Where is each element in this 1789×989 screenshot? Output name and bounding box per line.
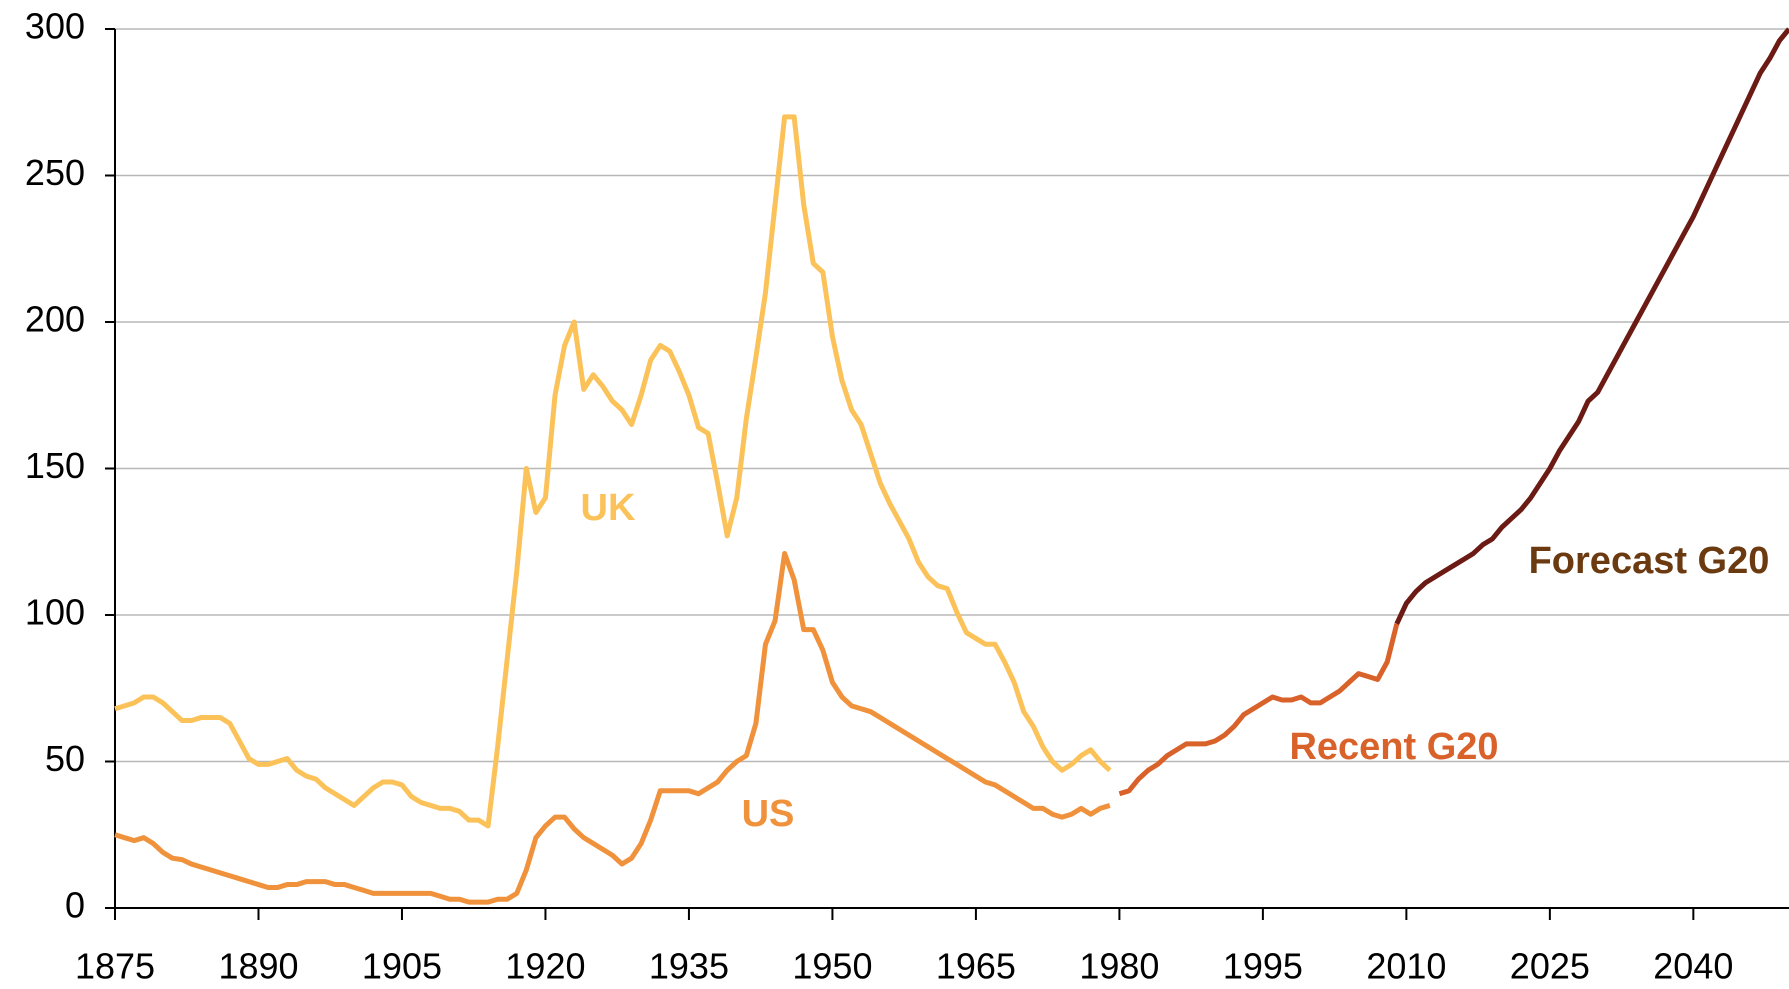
x-tick-label: 1980 [1079, 946, 1159, 987]
y-tick-label: 200 [25, 299, 85, 340]
x-tick-label: 1965 [936, 946, 1016, 987]
y-tick-label: 0 [65, 885, 85, 926]
series-line [1394, 27, 1789, 625]
y-tick-label: 100 [25, 592, 85, 633]
series-label: UK [581, 487, 636, 529]
x-tick-label: 2025 [1510, 946, 1590, 987]
x-tick-label: 2040 [1653, 946, 1733, 987]
x-tick-label: 1950 [792, 946, 872, 987]
x-tick-label: 2010 [1366, 946, 1446, 987]
x-tick-label: 1905 [362, 946, 442, 987]
x-tick-label: 1890 [218, 946, 298, 987]
series-line [1118, 623, 1400, 797]
series-label: Recent G20 [1289, 726, 1498, 768]
series-label: Forecast G20 [1529, 540, 1770, 582]
y-tick-label: 150 [25, 445, 85, 486]
series-line [114, 550, 1111, 905]
x-tick-label: 1875 [75, 946, 155, 987]
series-line [114, 114, 1112, 829]
y-tick-label: 250 [25, 152, 85, 193]
y-tick-label: 50 [45, 738, 85, 779]
x-tick-label: 1935 [649, 946, 729, 987]
series-label: US [742, 793, 795, 835]
x-tick-label: 1920 [505, 946, 585, 987]
x-tick-label: 1995 [1223, 946, 1303, 987]
y-tick-label: 300 [25, 6, 85, 47]
